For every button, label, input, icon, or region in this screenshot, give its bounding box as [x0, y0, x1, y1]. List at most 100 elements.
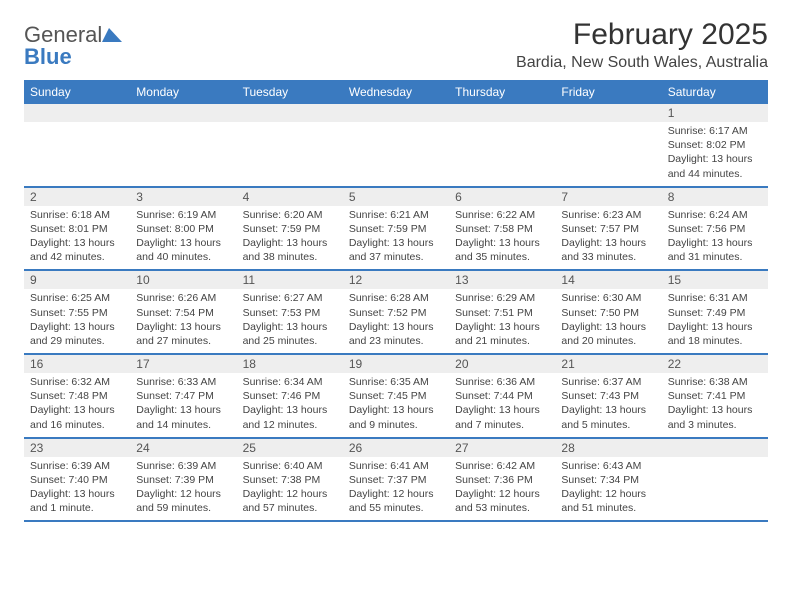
day-cell: [662, 439, 768, 521]
day-cell: 3Sunrise: 6:19 AMSunset: 8:00 PMDaylight…: [130, 188, 236, 270]
daylight-text: Daylight: 12 hours and 53 minutes.: [455, 487, 549, 515]
day-info: Sunrise: 6:17 AMSunset: 8:02 PMDaylight:…: [668, 124, 762, 181]
daylight-text: Daylight: 13 hours and 5 minutes.: [561, 403, 655, 431]
day-number: 18: [237, 355, 343, 373]
daylight-text: Daylight: 13 hours and 18 minutes.: [668, 320, 762, 348]
daylight-text: Daylight: 13 hours and 37 minutes.: [349, 236, 443, 264]
day-cell: 10Sunrise: 6:26 AMSunset: 7:54 PMDayligh…: [130, 271, 236, 353]
sunrise-text: Sunrise: 6:41 AM: [349, 459, 443, 473]
day-info: Sunrise: 6:31 AMSunset: 7:49 PMDaylight:…: [668, 291, 762, 348]
daylight-text: Daylight: 12 hours and 51 minutes.: [561, 487, 655, 515]
sunset-text: Sunset: 7:47 PM: [136, 389, 230, 403]
day-cell: 14Sunrise: 6:30 AMSunset: 7:50 PMDayligh…: [555, 271, 661, 353]
sunset-text: Sunset: 7:58 PM: [455, 222, 549, 236]
day-cell: 21Sunrise: 6:37 AMSunset: 7:43 PMDayligh…: [555, 355, 661, 437]
day-cell: 16Sunrise: 6:32 AMSunset: 7:48 PMDayligh…: [24, 355, 130, 437]
sunset-text: Sunset: 7:38 PM: [243, 473, 337, 487]
calendar: Sunday Monday Tuesday Wednesday Thursday…: [24, 80, 768, 522]
day-number: 11: [237, 271, 343, 289]
day-number: 24: [130, 439, 236, 457]
sunrise-text: Sunrise: 6:39 AM: [136, 459, 230, 473]
day-cell: 2Sunrise: 6:18 AMSunset: 8:01 PMDaylight…: [24, 188, 130, 270]
day-cell: [24, 104, 130, 186]
header: General Blue February 2025 Bardia, New S…: [24, 18, 768, 72]
week-row: 2Sunrise: 6:18 AMSunset: 8:01 PMDaylight…: [24, 188, 768, 272]
sunset-text: Sunset: 7:57 PM: [561, 222, 655, 236]
daylight-text: Daylight: 12 hours and 55 minutes.: [349, 487, 443, 515]
sunset-text: Sunset: 7:56 PM: [668, 222, 762, 236]
sunset-text: Sunset: 7:34 PM: [561, 473, 655, 487]
day-info: Sunrise: 6:30 AMSunset: 7:50 PMDaylight:…: [561, 291, 655, 348]
sunrise-text: Sunrise: 6:19 AM: [136, 208, 230, 222]
day-info: Sunrise: 6:41 AMSunset: 7:37 PMDaylight:…: [349, 459, 443, 516]
dayhead-saturday: Saturday: [662, 80, 768, 104]
day-cell: 17Sunrise: 6:33 AMSunset: 7:47 PMDayligh…: [130, 355, 236, 437]
day-info: Sunrise: 6:28 AMSunset: 7:52 PMDaylight:…: [349, 291, 443, 348]
day-cell: 8 Sunrise: 6:24 AMSunset: 7:56 PMDaylight…: [662, 188, 768, 270]
day-number: 19: [343, 355, 449, 373]
sunset-text: Sunset: 8:02 PM: [668, 138, 762, 152]
brand-triangle-icon: [102, 24, 122, 46]
daylight-text: Daylight: 13 hours and 27 minutes.: [136, 320, 230, 348]
sunrise-text: Sunrise: 6:17 AM: [668, 124, 762, 138]
week-row: 23Sunrise: 6:39 AMSunset: 7:40 PMDayligh…: [24, 439, 768, 523]
sunset-text: Sunset: 7:41 PM: [668, 389, 762, 403]
daylight-text: Daylight: 12 hours and 59 minutes.: [136, 487, 230, 515]
day-cell: [555, 104, 661, 186]
sunset-text: Sunset: 7:44 PM: [455, 389, 549, 403]
sunrise-text: Sunrise: 6:18 AM: [30, 208, 124, 222]
title-block: February 2025 Bardia, New South Wales, A…: [516, 18, 768, 72]
daylight-text: Daylight: 13 hours and 38 minutes.: [243, 236, 337, 264]
sunrise-text: Sunrise: 6:35 AM: [349, 375, 443, 389]
day-cell: [343, 104, 449, 186]
day-number: 2: [24, 188, 130, 206]
sunrise-text: Sunrise: 6:38 AM: [668, 375, 762, 389]
daylight-text: Daylight: 12 hours and 57 minutes.: [243, 487, 337, 515]
sunrise-text: Sunrise: 6:32 AM: [30, 375, 124, 389]
day-number: 15: [662, 271, 768, 289]
sunset-text: Sunset: 7:54 PM: [136, 306, 230, 320]
day-cell: [130, 104, 236, 186]
day-cell: 1Sunrise: 6:17 AMSunset: 8:02 PMDaylight…: [662, 104, 768, 186]
sunset-text: Sunset: 7:59 PM: [349, 222, 443, 236]
day-info: Sunrise: 6:37 AMSunset: 7:43 PMDaylight:…: [561, 375, 655, 432]
day-cell: 24Sunrise: 6:39 AMSunset: 7:39 PMDayligh…: [130, 439, 236, 521]
dayhead-thursday: Thursday: [449, 80, 555, 104]
brand-blue: Blue: [24, 44, 72, 69]
sunrise-text: Sunrise: 6:34 AM: [243, 375, 337, 389]
day-info: Sunrise: 6:39 AMSunset: 7:40 PMDaylight:…: [30, 459, 124, 516]
day-number: 6: [449, 188, 555, 206]
day-info: Sunrise: 6:42 AMSunset: 7:36 PMDaylight:…: [455, 459, 549, 516]
sunrise-text: Sunrise: 6:40 AM: [243, 459, 337, 473]
day-cell: 22Sunrise: 6:38 AMSunset: 7:41 PMDayligh…: [662, 355, 768, 437]
sunset-text: Sunset: 7:36 PM: [455, 473, 549, 487]
day-info: Sunrise: 6:40 AMSunset: 7:38 PMDaylight:…: [243, 459, 337, 516]
day-number: 8: [662, 188, 768, 206]
daylight-text: Daylight: 13 hours and 40 minutes.: [136, 236, 230, 264]
daylight-text: Daylight: 13 hours and 12 minutes.: [243, 403, 337, 431]
day-info: Sunrise: 6:36 AMSunset: 7:44 PMDaylight:…: [455, 375, 549, 432]
sunrise-text: Sunrise: 6:33 AM: [136, 375, 230, 389]
sunrise-text: Sunrise: 6:24 AM: [668, 208, 762, 222]
day-number: [24, 104, 130, 122]
sunset-text: Sunset: 7:40 PM: [30, 473, 124, 487]
day-info: Sunrise: 6:24 AMSunset: 7:56 PMDaylight:…: [668, 208, 762, 265]
day-cell: [237, 104, 343, 186]
brand-logo: General Blue: [24, 24, 122, 68]
sunset-text: Sunset: 8:00 PM: [136, 222, 230, 236]
day-number: 9: [24, 271, 130, 289]
sunset-text: Sunset: 7:52 PM: [349, 306, 443, 320]
daylight-text: Daylight: 13 hours and 9 minutes.: [349, 403, 443, 431]
day-cell: 7Sunrise: 6:23 AMSunset: 7:57 PMDaylight…: [555, 188, 661, 270]
day-number: 5: [343, 188, 449, 206]
day-number: 7: [555, 188, 661, 206]
day-cell: 20Sunrise: 6:36 AMSunset: 7:44 PMDayligh…: [449, 355, 555, 437]
daylight-text: Daylight: 13 hours and 29 minutes.: [30, 320, 124, 348]
week-row: 1Sunrise: 6:17 AMSunset: 8:02 PMDaylight…: [24, 104, 768, 188]
dayhead-monday: Monday: [130, 80, 236, 104]
weeks-container: 1Sunrise: 6:17 AMSunset: 8:02 PMDaylight…: [24, 104, 768, 522]
calendar-page: General Blue February 2025 Bardia, New S…: [0, 0, 792, 612]
sunrise-text: Sunrise: 6:42 AM: [455, 459, 549, 473]
sunrise-text: Sunrise: 6:31 AM: [668, 291, 762, 305]
sunrise-text: Sunrise: 6:25 AM: [30, 291, 124, 305]
